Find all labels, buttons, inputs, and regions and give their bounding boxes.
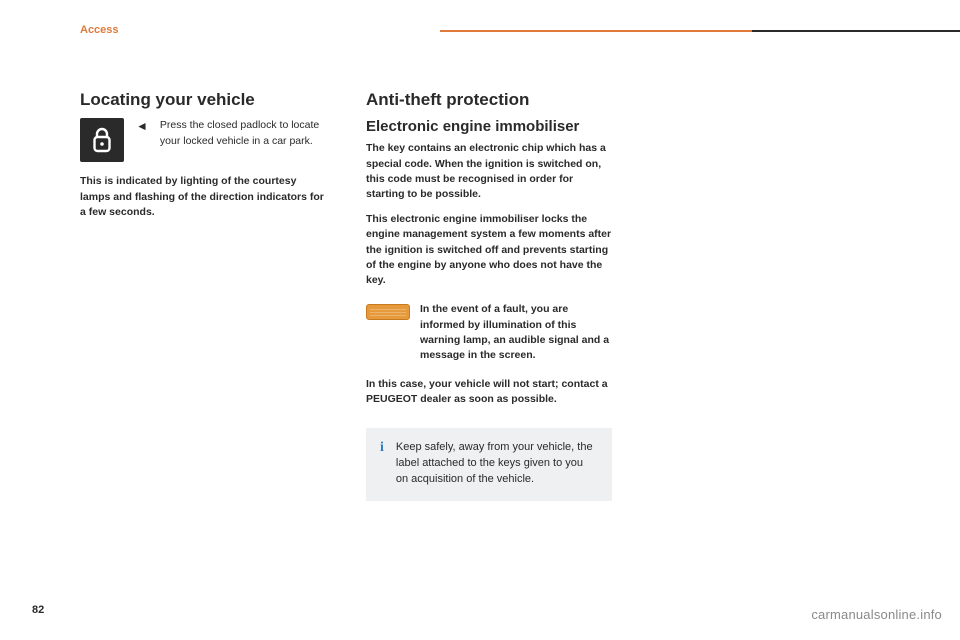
section-label: Access xyxy=(80,24,119,36)
info-text: Keep safely, away from your vehicle, the… xyxy=(396,440,598,488)
locating-instruction: Press the closed padlock to locate your … xyxy=(160,118,326,162)
padlock-instruction-row: ◄ Press the closed padlock to locate you… xyxy=(80,118,326,162)
padlock-icon xyxy=(90,125,114,155)
locating-note: This is indicated by lighting of the cou… xyxy=(80,174,326,220)
header-rule xyxy=(440,30,960,32)
warning-lamp-icon xyxy=(366,304,410,320)
antitheft-title: Anti-theft protection xyxy=(366,90,612,110)
immobiliser-p1: The key contains an electronic chip whic… xyxy=(366,141,612,202)
fault-warning-row: In the event of a fault, you are informe… xyxy=(366,302,612,373)
watermark: carmanualsonline.info xyxy=(811,607,942,622)
column-locating: Locating your vehicle ◄ Press the closed… xyxy=(80,90,326,580)
locating-title: Locating your vehicle xyxy=(80,90,326,110)
immobiliser-subtitle: Electronic engine immobiliser xyxy=(366,118,612,135)
pointer-icon: ◄ xyxy=(136,118,148,162)
immobiliser-p2: This electronic engine immobiliser locks… xyxy=(366,212,612,288)
info-icon: i xyxy=(380,441,384,488)
fault-warning-text: In the event of a fault, you are informe… xyxy=(420,302,612,363)
column-empty xyxy=(652,90,898,580)
content-columns: Locating your vehicle ◄ Press the closed… xyxy=(80,90,898,580)
fault-action-text: In this case, your vehicle will not star… xyxy=(366,377,612,407)
padlock-icon-box xyxy=(80,118,124,162)
page-number: 82 xyxy=(32,604,44,616)
info-callout: i Keep safely, away from your vehicle, t… xyxy=(366,428,612,502)
page-header: Access xyxy=(0,24,960,42)
manual-page: Access Locating your vehicle ◄ Press the… xyxy=(0,0,960,640)
column-antitheft: Anti-theft protection Electronic engine … xyxy=(366,90,612,580)
